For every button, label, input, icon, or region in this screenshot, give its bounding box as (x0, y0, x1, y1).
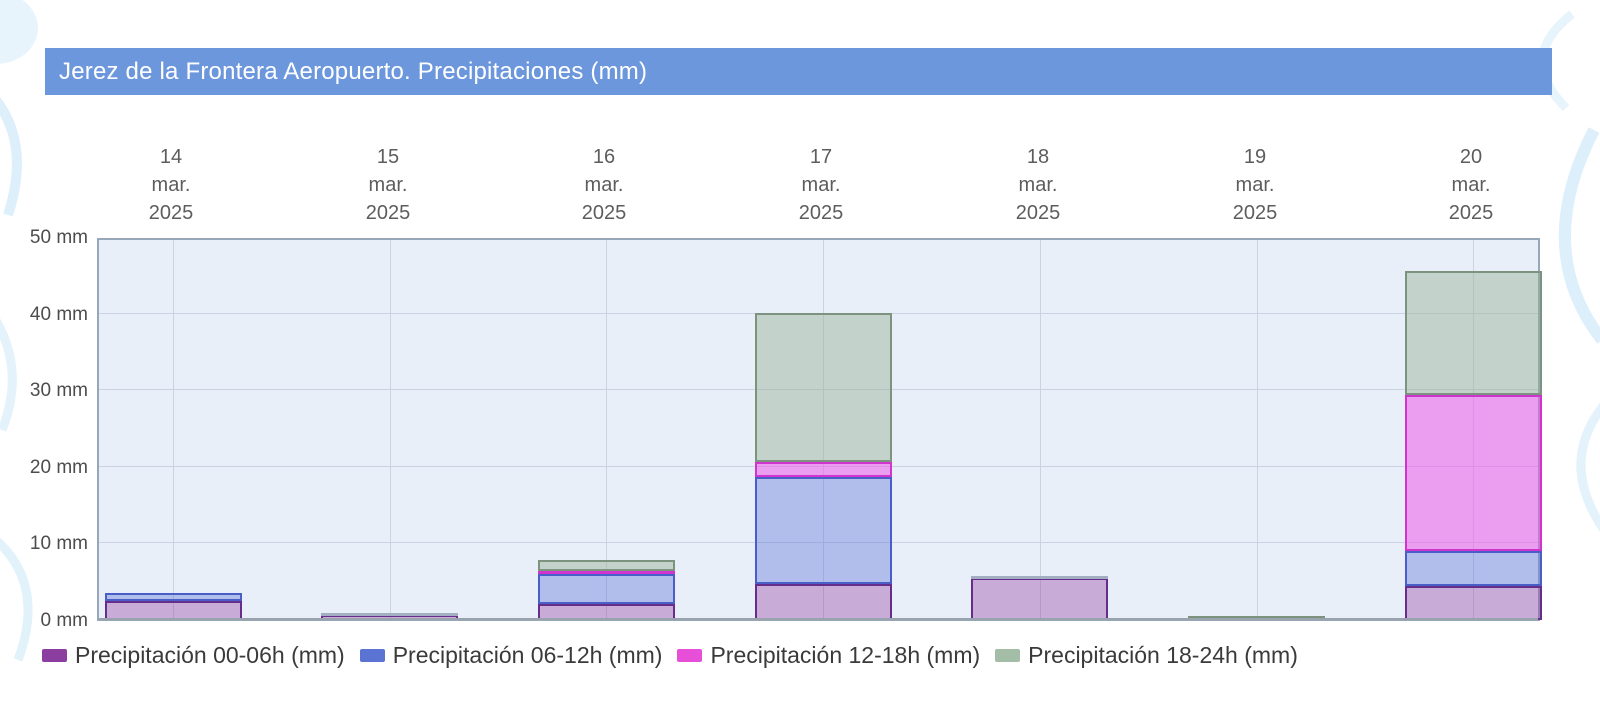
x-axis-date-label: 20 mar. 2025 (1396, 143, 1546, 227)
plot-area (97, 238, 1542, 621)
date-year: 2025 (1448, 202, 1494, 224)
legend-swatch-icon (995, 649, 1021, 662)
y-axis-tick-label: 30 mm (29, 380, 88, 401)
x-axis-date-label: 19 mar. 2025 (1180, 143, 1330, 227)
legend-swatch-icon (677, 649, 703, 662)
x-axis-date-label: 18 mar. 2025 (963, 143, 1113, 227)
y-axis-tick-label: 50 mm (29, 227, 88, 248)
gridline-vertical (606, 240, 607, 619)
bar-segment-day20-series4[interactable] (1405, 271, 1542, 395)
date-day: 19 (1243, 146, 1267, 168)
gridline-horizontal (99, 389, 1538, 391)
date-month: mar. (584, 174, 624, 196)
bar-segment-day18-series1[interactable] (971, 578, 1108, 620)
bar-segment-day14-series2[interactable] (105, 593, 242, 601)
legend-item-series3[interactable]: Precipitación 12-18h (mm) (677, 642, 980, 669)
gridline-vertical (823, 240, 824, 619)
legend-label: Precipitación 12-18h (mm) (710, 642, 981, 668)
date-day: 16 (592, 146, 616, 168)
date-month: mar. (801, 174, 841, 196)
bar-segment-day20-series1[interactable] (1405, 586, 1542, 620)
date-month: mar. (368, 174, 408, 196)
legend-item-series4[interactable]: Precipitación 18-24h (mm) (995, 642, 1298, 669)
y-axis-tick-label: 40 mm (29, 304, 88, 325)
y-axis-tick-label: 20 mm (29, 457, 88, 478)
bar-segment-day20-series3[interactable] (1405, 395, 1542, 551)
date-year: 2025 (798, 202, 844, 224)
gridline-horizontal (99, 542, 1538, 544)
bar-stack-cap (321, 613, 458, 616)
gridline-vertical (1257, 240, 1258, 619)
legend-item-series2[interactable]: Precipitación 06-12h (mm) (359, 642, 663, 669)
x-axis-date-label: 17 mar. 2025 (746, 143, 896, 227)
date-day: 18 (1026, 146, 1050, 168)
chart-legend: Precipitación 00-06h (mm) Precipitación 0… (42, 642, 1298, 669)
chart-title-bar: Jerez de la Frontera Aeropuerto. Precipi… (45, 48, 1552, 95)
x-axis-date-label: 14 mar. 2025 (96, 143, 246, 227)
gridline-vertical (390, 240, 391, 619)
x-axis-line (99, 618, 1538, 620)
date-month: mar. (1451, 174, 1491, 196)
legend-item-series1[interactable]: Precipitación 00-06h (mm) (42, 642, 345, 669)
date-month: mar. (1235, 174, 1275, 196)
bar-segment-day17-series1[interactable] (755, 584, 892, 620)
gridline-vertical (1040, 240, 1041, 619)
x-axis-date-label: 15 mar. 2025 (313, 143, 463, 227)
bar-segment-day16-series3[interactable] (538, 570, 675, 574)
date-year: 2025 (581, 202, 627, 224)
bar-segment-day17-series4[interactable] (755, 313, 892, 462)
date-year: 2025 (148, 202, 194, 224)
legend-label: Precipitación 00-06h (mm) (75, 642, 345, 668)
legend-label: Precipitación 06-12h (mm) (392, 642, 663, 668)
date-day: 20 (1459, 146, 1483, 168)
y-axis-tick-label: 0 mm (40, 610, 89, 631)
date-year: 2025 (1015, 202, 1061, 224)
bar-segment-day16-series2[interactable] (538, 574, 675, 604)
chart-title: Jerez de la Frontera Aeropuerto. Precipi… (59, 57, 648, 85)
bar-stack-cap (971, 576, 1108, 579)
legend-swatch-icon (359, 649, 385, 662)
bar-segment-day17-series2[interactable] (755, 477, 892, 584)
date-day: 15 (376, 146, 400, 168)
gridline-vertical (173, 240, 174, 619)
date-month: mar. (1018, 174, 1058, 196)
date-month: mar. (151, 174, 191, 196)
legend-label: Precipitación 18-24h (mm) (1028, 642, 1298, 668)
date-year: 2025 (365, 202, 411, 224)
legend-swatch-icon (42, 649, 67, 662)
y-axis-tick-label: 10 mm (29, 533, 88, 554)
bar-segment-day17-series3[interactable] (755, 462, 892, 477)
bar-segment-day20-series2[interactable] (1405, 551, 1542, 586)
date-day: 14 (159, 146, 183, 168)
x-axis-date-label: 16 mar. 2025 (529, 143, 679, 227)
date-day: 17 (809, 146, 833, 168)
date-year: 2025 (1232, 202, 1278, 224)
bar-segment-day16-series4[interactable] (538, 560, 675, 571)
